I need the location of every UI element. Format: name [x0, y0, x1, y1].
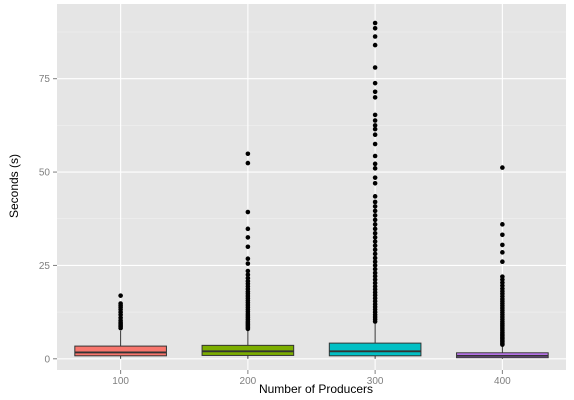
outlier-point [372, 95, 378, 100]
outlier-point [372, 161, 378, 167]
outlier-point [372, 34, 378, 39]
outlier-point [372, 25, 378, 31]
outlier-point [372, 226, 378, 232]
y-axis-title: Seconds (s) [7, 154, 21, 218]
x-axis-title: Number of Producers [259, 382, 373, 396]
box-group-100 [74, 293, 167, 359]
box-group-200 [201, 151, 295, 359]
outlier-point [372, 266, 378, 272]
outlier-point [372, 239, 378, 244]
outlier-point [372, 270, 378, 276]
outlier-point [372, 243, 378, 248]
outlier-point [245, 209, 251, 215]
y-tick-label: 25 [39, 261, 51, 272]
outlier-point [372, 263, 378, 268]
box-group-400 [456, 165, 549, 359]
outlier-point [372, 141, 378, 147]
x-tick-label: 400 [494, 376, 511, 387]
boxplots [74, 20, 549, 359]
box-body [74, 345, 167, 357]
y-tick-label: 0 [44, 354, 50, 365]
y-tick-label: 50 [39, 168, 51, 179]
x-tick-label: 200 [240, 376, 257, 387]
outlier-point [372, 247, 378, 253]
outlier-point [372, 126, 378, 132]
outlier-point [372, 132, 378, 138]
y-axis-ticks: 0 25 50 75 [39, 74, 57, 365]
outlier-point [372, 153, 378, 159]
x-tick-label: 100 [112, 376, 129, 387]
outlier-point [245, 235, 251, 240]
outlier-point [372, 208, 378, 214]
outlier-point [500, 165, 505, 170]
outlier-point [118, 293, 123, 298]
outlier-point [245, 151, 251, 157]
outlier-point [372, 217, 378, 223]
box-body [328, 342, 422, 357]
outlier-point [372, 222, 378, 227]
outlier-point [372, 80, 378, 86]
outlier-point [372, 251, 378, 257]
outlier-point [372, 65, 378, 70]
outlier-point [500, 242, 505, 248]
box-group-300 [328, 20, 422, 359]
outlier-point [245, 244, 251, 250]
outlier-point [372, 259, 378, 264]
outlier-point [372, 273, 378, 279]
outlier-point [500, 250, 505, 255]
x-axis-ticks: 100 200 300 400 [112, 370, 511, 387]
x-tick-label: 300 [367, 376, 384, 387]
minor-gridlines [57, 31, 566, 313]
outlier-point [372, 231, 378, 236]
outlier-point [372, 42, 378, 48]
outlier-point [372, 180, 378, 186]
outlier-point [245, 261, 251, 266]
y-tick-label: 75 [39, 74, 51, 85]
outlier-point [372, 194, 378, 199]
outlier-point [118, 301, 123, 306]
outlier-point [500, 232, 505, 238]
outlier-point [372, 112, 378, 118]
outlier-point [372, 20, 378, 26]
outlier-point [245, 160, 251, 166]
outlier-point [372, 204, 378, 209]
outlier-point [500, 222, 505, 227]
outlier-point [372, 255, 378, 261]
outlier-point [245, 226, 251, 232]
outlier-point [500, 274, 505, 279]
outlier-point [245, 272, 251, 278]
outlier-point [372, 277, 378, 282]
outlier-point [245, 275, 251, 281]
outlier-point [372, 199, 378, 205]
outlier-point [372, 118, 378, 123]
outlier-point [245, 256, 251, 262]
outlier-point [372, 213, 378, 218]
box-body [201, 344, 295, 356]
outlier-point [372, 166, 378, 171]
outlier-point [372, 89, 378, 95]
outlier-point [372, 235, 378, 240]
outlier-point [245, 268, 251, 274]
outlier-point [500, 259, 505, 264]
outlier-point [372, 280, 378, 286]
outlier-point [372, 175, 378, 180]
plot-panel [57, 4, 566, 370]
outlier-point [372, 284, 378, 289]
outlier-point [372, 123, 378, 128]
